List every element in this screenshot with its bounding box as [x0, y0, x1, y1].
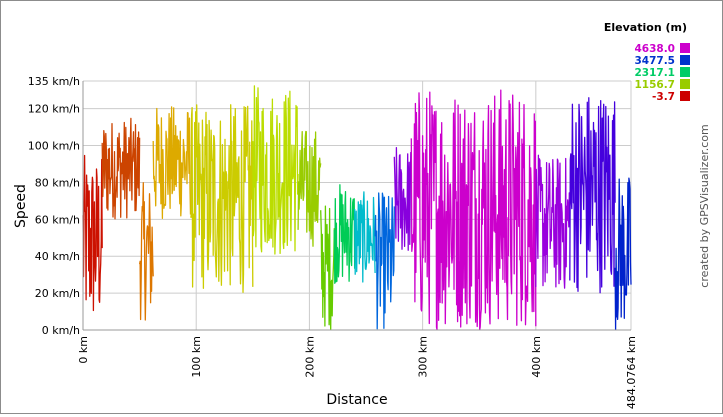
speed-trace-segment: [252, 85, 299, 255]
plot-area: [82, 85, 632, 331]
speed-trace-segment: [152, 106, 192, 220]
legend-entry-label: 3477.5: [634, 55, 675, 67]
legend-swatch: [680, 91, 690, 101]
legend-title: Elevation (m): [604, 21, 687, 34]
x-tick-label: 400 km: [530, 336, 543, 378]
x-tick-label: 484.0764 km: [625, 336, 638, 409]
speed-trace-segment: [82, 154, 103, 312]
y-tick-label: 40 km/h: [35, 250, 80, 263]
legend-swatch: [680, 55, 690, 65]
y-tick-label: 60 km/h: [35, 213, 80, 226]
legend-entry-label: 1156.7: [634, 79, 675, 91]
legend-swatch: [680, 67, 690, 77]
speed-trace-segment: [410, 89, 537, 331]
y-axis-ticks: 0 km/h 20 km/h 40 km/h 60 km/h 80 km/h 100 km…: [28, 75, 80, 337]
x-tick-label: 300 km: [417, 336, 430, 378]
y-tick-label: 20 km/h: [35, 287, 80, 300]
y-tick-label: 100 km/h: [28, 140, 80, 153]
speed-trace-segment: [535, 154, 571, 289]
legend-swatch: [680, 43, 690, 53]
y-tick-label: 0 km/h: [42, 324, 80, 337]
speed-trace-segment: [189, 104, 254, 293]
legend-entry-label: -3.7: [652, 91, 675, 103]
speed-trace-segment: [393, 147, 412, 251]
x-axis-title: Distance: [326, 392, 387, 408]
x-tick-label: 0 km: [77, 336, 90, 364]
legend: Elevation (m) 4638.03477.52317.11156.7-3…: [604, 21, 690, 103]
speed-trace-segment: [297, 130, 322, 247]
speed-trace-segment: [354, 191, 376, 283]
speed-trace-segment: [333, 184, 356, 284]
speed-trace-segment: [138, 182, 154, 321]
speed-trace-segment: [569, 97, 616, 294]
y-tick-label: 80 km/h: [35, 176, 80, 189]
legend-swatch: [680, 79, 690, 89]
credit-text: created by GPSVisualizer.com: [698, 124, 711, 287]
speed-trace-segment: [320, 205, 335, 330]
speed-trace-segment: [614, 177, 632, 331]
x-tick-label: 100 km: [190, 336, 203, 378]
y-tick-label: 135 km/h: [28, 75, 80, 88]
chart-axes: [82, 81, 631, 331]
y-axis-title: Speed: [13, 184, 29, 228]
speed-trace-segment: [101, 117, 141, 220]
speed-trace-segment: [374, 192, 395, 330]
legend-entry-label: 4638.0: [634, 43, 675, 55]
x-tick-label: 200 km: [303, 336, 316, 378]
y-tick-label: 120 km/h: [28, 103, 80, 116]
x-axis-ticks: 0 km 100 km 200 km 300 km 400 km 484.0764 km: [77, 336, 638, 409]
legend-entry-label: 2317.1: [634, 67, 675, 79]
